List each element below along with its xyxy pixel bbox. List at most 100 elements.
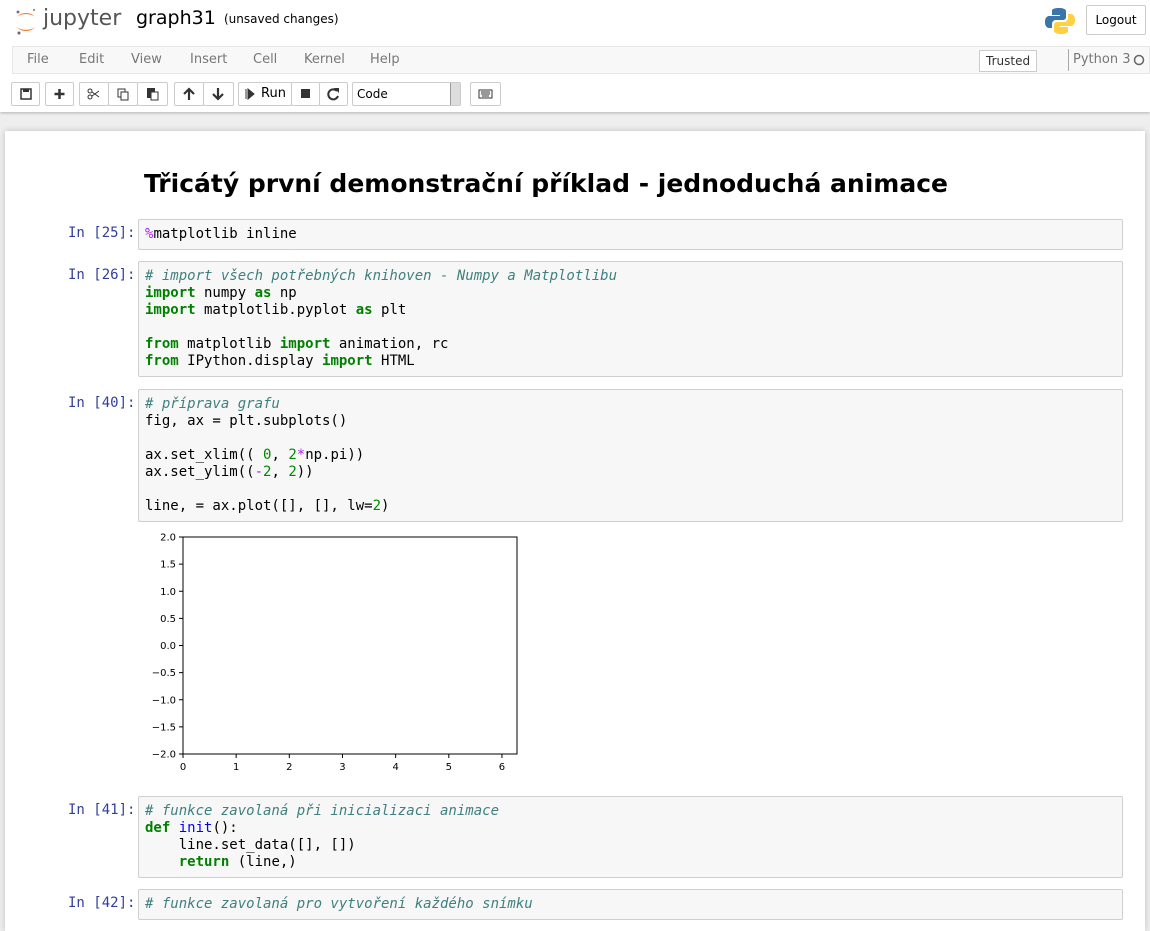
axes-frame — [182, 536, 518, 755]
run-button[interactable]: Run — [238, 82, 292, 106]
cell-type-select[interactable]: Code — [352, 82, 461, 106]
jupyter-logo-icon — [16, 8, 36, 35]
menu-bar: Trusted Python 3 File Edit View Insert Cell K… — [12, 46, 1150, 74]
code-token: 2 — [288, 464, 297, 480]
save-button[interactable] — [11, 82, 40, 106]
y-tick-label: −2.0 — [152, 750, 176, 761]
paste-button[interactable] — [137, 82, 168, 106]
menu-item[interactable]: Edit — [79, 52, 105, 67]
code-token: as — [355, 302, 373, 318]
code-token: 2 — [372, 498, 382, 514]
code-line: ax.set_ylim((-2, 2)) — [145, 464, 1116, 481]
code-token: from — [145, 336, 179, 352]
copy-button[interactable] — [108, 82, 138, 106]
cut-button[interactable] — [79, 82, 109, 106]
code-token: animation, rc — [330, 336, 449, 352]
code-token: # příprava grafu — [145, 396, 280, 412]
cell-prompt: In [42]: — [68, 895, 136, 911]
trusted-indicator[interactable]: Trusted — [979, 50, 1038, 72]
menu-item[interactable]: Cell — [253, 52, 278, 67]
code-token: - — [254, 464, 264, 480]
menu-item[interactable]: Kernel — [304, 52, 345, 67]
code-token: init — [178, 820, 213, 836]
output-figure: 0 1 2 3 4 5 6 2.0 1.5 1.0 0.5 0.0 −0.5 −1.0 −1.5 −2.0 — [152, 533, 518, 773]
code-line: fig, ax = plt.subplots() — [145, 413, 1116, 430]
code-line — [145, 319, 1116, 336]
code-line — [145, 430, 1116, 447]
menu-item[interactable]: Help — [370, 52, 400, 67]
header: jupyter graph31 (unsaved changes) Logout… — [0, 0, 1150, 112]
code-line: # funkce zavolaná při inicializaci anima… — [145, 803, 1116, 820]
code-token: def — [145, 820, 171, 836]
code-token: 0 — [263, 447, 272, 463]
save-status: (unsaved changes) — [224, 12, 339, 26]
code-token: as — [254, 285, 272, 301]
restart-button[interactable] — [319, 82, 348, 106]
code-token: line.set_data([], []) — [145, 837, 356, 853]
y-tick-label: −1.0 — [152, 695, 176, 706]
x-tick-label: 0 — [180, 762, 186, 773]
logout-button[interactable]: Logout — [1086, 5, 1146, 35]
code-line: %matplotlib inline — [145, 226, 1116, 243]
menu-item[interactable]: Insert — [190, 52, 228, 67]
y-tick-label: 1.0 — [160, 587, 176, 598]
code-input[interactable]: # import všech potřebných knihoven - Num… — [138, 261, 1123, 377]
code-line — [145, 481, 1116, 498]
code-line: # příprava grafu — [145, 396, 1116, 413]
x-tick-label: 2 — [286, 762, 292, 773]
code-token: import — [145, 302, 196, 318]
code-token: )) — [296, 464, 314, 480]
interrupt-button[interactable] — [291, 82, 320, 106]
code-token: (line,) — [229, 854, 297, 870]
code-token: IPython.display — [178, 353, 323, 369]
code-token: , — [271, 447, 289, 463]
menu-item[interactable]: View — [131, 52, 162, 67]
move-down-button[interactable] — [203, 82, 234, 106]
command-palette-button[interactable] — [470, 82, 501, 106]
kernel-name: Python 3 — [1073, 52, 1131, 67]
code-token: # import všech potřebných knihoven - Num… — [145, 268, 618, 284]
code-input[interactable]: # příprava grafu fig, ax = plt.subplots()… — [138, 389, 1123, 522]
code-token: matplotlib inline — [153, 226, 297, 242]
code-line: return (line,) — [145, 854, 1116, 871]
menu-item[interactable]: File — [27, 52, 49, 67]
code-token: 2 — [288, 447, 297, 463]
notebook-name[interactable]: graph31 — [136, 7, 216, 29]
logo-text: jupyter — [43, 6, 122, 31]
code-token: ax.set_xlim(( — [145, 447, 264, 463]
y-tick-label: 1.5 — [160, 560, 176, 571]
code-line: line.set_data([], []) — [145, 837, 1116, 854]
code-token: return — [178, 854, 230, 870]
kernel-indicator — [1133, 54, 1145, 66]
x-tick-label: 3 — [339, 762, 345, 773]
code-token: line, = ax.plot([], [], lw= — [145, 498, 373, 514]
code-input[interactable]: %matplotlib inline — [138, 219, 1123, 250]
code-input[interactable]: # funkce zavolaná pro vytvoření každého … — [138, 889, 1123, 920]
code-token — [145, 854, 179, 870]
code-input[interactable]: # funkce zavolaná při inicializaci anima… — [138, 796, 1123, 878]
code-token: import — [145, 285, 196, 301]
code-line: ax.set_xlim(( 0, 2*np.pi)) — [145, 447, 1116, 464]
code-token: (): — [212, 820, 238, 836]
insert-cell-button[interactable] — [45, 82, 74, 106]
code-token: % — [145, 226, 154, 242]
code-line: from matplotlib import animation, rc — [145, 336, 1116, 353]
code-token: fig, ax = plt.subplots() — [145, 413, 348, 429]
code-token: import — [322, 353, 373, 369]
code-token — [170, 820, 178, 836]
code-line: # import všech potřebných knihoven - Num… — [145, 268, 1116, 285]
y-tick-label: 0.0 — [160, 641, 176, 652]
code-token: numpy — [195, 285, 255, 301]
move-up-button[interactable] — [174, 82, 204, 106]
x-tick-label: 5 — [446, 762, 452, 773]
code-token: * — [296, 447, 306, 463]
code-token: 2 — [263, 464, 272, 480]
code-token: plt — [372, 302, 407, 318]
code-line: # funkce zavolaná pro vytvoření každého … — [145, 896, 1116, 913]
code-line: def init(): — [145, 820, 1116, 837]
y-tick-label: 2.0 — [160, 533, 176, 544]
code-token: import — [279, 336, 331, 352]
run-label: Run — [261, 86, 286, 101]
code-line: import numpy as np — [145, 285, 1116, 302]
